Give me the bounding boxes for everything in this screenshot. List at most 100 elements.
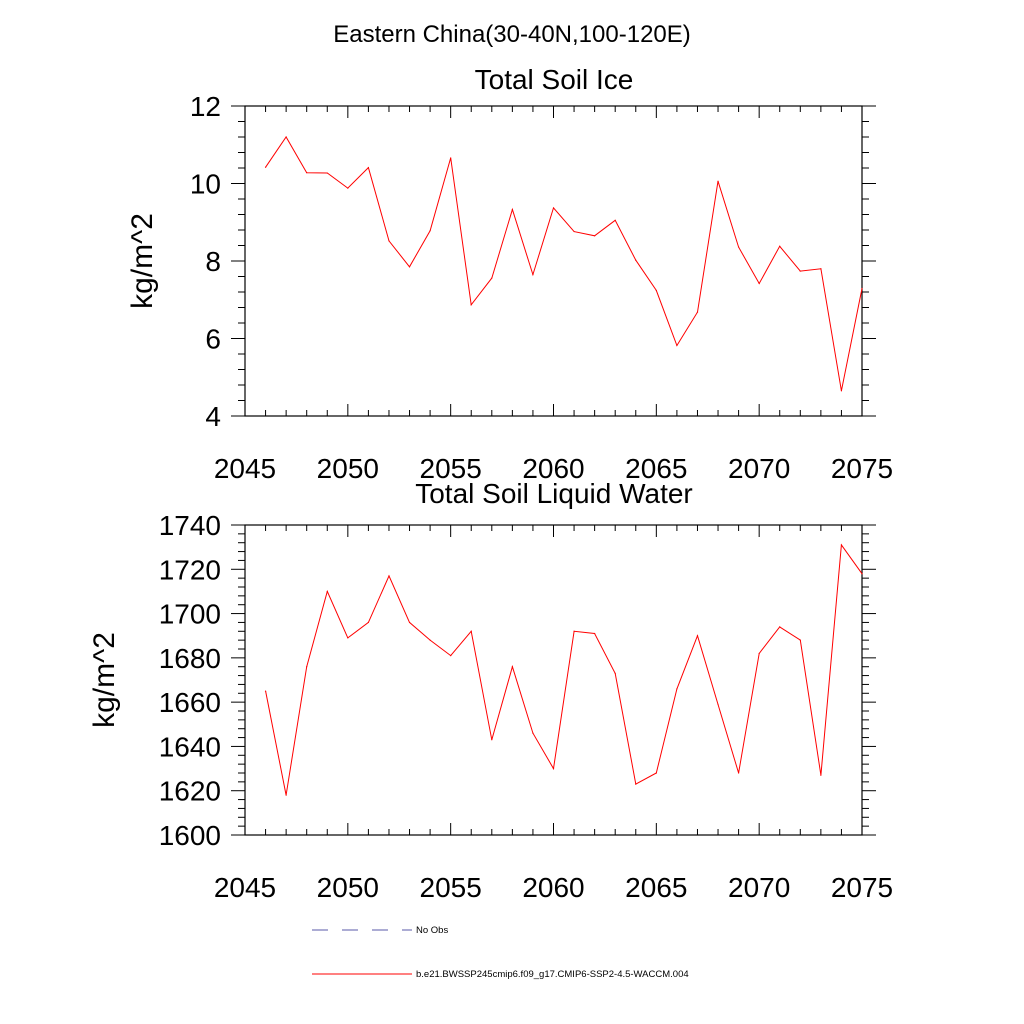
data-point	[799, 270, 801, 272]
data-point	[326, 590, 328, 593]
chart-title: Total Soil Liquid Water	[415, 478, 693, 509]
data-point	[347, 637, 349, 639]
y-tick-label: 1700	[159, 599, 221, 630]
data-point	[861, 287, 863, 290]
data-point	[738, 246, 740, 248]
data-point	[367, 621, 369, 624]
data-point	[635, 259, 637, 261]
panel-soil-liquid-water: Total Soil Liquid Water 2045 2050 2055 2060…	[88, 478, 893, 903]
data-point	[491, 739, 493, 741]
legend-label: b.e21.BWSSP245cmip6.f09_g17.CMIP6-SSP2-4…	[416, 969, 689, 980]
data-point	[820, 268, 822, 270]
x-tick-label: 2045	[214, 453, 276, 484]
x-tick-label: 2060	[522, 872, 584, 903]
y-tick-label: 1620	[159, 776, 221, 807]
plot-area: 2045 2050 2055 2060 2065 2070 2075 1600 1620 1640…	[159, 510, 893, 903]
data-point	[758, 282, 760, 285]
data-point	[696, 635, 699, 637]
x-tick-label: 2055	[420, 872, 482, 903]
data-point	[779, 626, 781, 628]
data-point	[470, 630, 472, 632]
axes-layer: 2045 2050 2055 2060 2065 2070 2075 4 6 8 10 12	[190, 91, 893, 484]
legend-item-model-run: b.e21.BWSSP245cmip6.f09_g17.CMIP6-SSP2-4…	[312, 969, 689, 980]
data-point	[614, 219, 616, 221]
y-axis-label: kg/m^2	[88, 632, 121, 728]
data-point	[573, 630, 575, 632]
data-point	[450, 655, 452, 657]
data-point	[820, 774, 822, 776]
data-point	[799, 639, 801, 641]
data-point	[408, 266, 411, 268]
data-point	[306, 172, 308, 174]
y-tick-label: 1720	[159, 554, 221, 585]
x-tick-label: 2070	[728, 872, 790, 903]
y-tick-label: 1640	[159, 731, 221, 762]
legend: No Obs b.e21.BWSSP245cmip6.f09_g17.CMIP6…	[312, 925, 689, 980]
series-layer	[264, 136, 863, 392]
y-tick-label: 1680	[159, 643, 221, 674]
page-title: Eastern China(30-40N,100-120E)	[333, 21, 691, 48]
data-point	[450, 157, 452, 159]
plot-area: 2045 2050 2055 2060 2065 2070 2075 4 6 8 10 12	[190, 91, 893, 484]
data-point	[511, 666, 513, 668]
data-point	[573, 230, 575, 233]
data-point	[738, 772, 740, 774]
data-point	[717, 180, 719, 182]
y-tick-label: 12	[190, 91, 221, 122]
data-point	[676, 344, 678, 347]
data-point	[758, 652, 760, 655]
data-point	[840, 390, 843, 392]
data-point	[614, 672, 616, 674]
chart-title: Total Soil Ice	[475, 64, 634, 95]
data-point	[326, 172, 328, 174]
y-tick-label: 4	[205, 401, 221, 432]
data-point	[635, 783, 637, 785]
data-point	[264, 166, 267, 168]
data-point	[655, 772, 657, 774]
series-line	[265, 543, 863, 796]
y-tick-label: 1600	[159, 820, 221, 851]
x-tick-label: 2065	[625, 453, 687, 484]
data-point	[429, 639, 431, 641]
data-point	[861, 573, 863, 575]
data-point	[552, 767, 555, 770]
data-point	[388, 240, 390, 242]
data-point	[306, 666, 308, 668]
data-point	[676, 688, 678, 690]
data-point	[840, 544, 843, 546]
y-tick-label: 8	[205, 246, 221, 277]
panel-soil-ice: Total Soil Ice 2045 2050 2055 2060 2065 2070 2…	[126, 64, 893, 484]
y-tick-label: 1660	[159, 687, 221, 718]
data-point	[511, 208, 513, 211]
data-point	[717, 703, 719, 705]
x-tick-label: 2050	[317, 453, 379, 484]
x-tick-label: 2045	[214, 872, 276, 903]
legend-item-no-obs: No Obs	[312, 925, 448, 936]
data-point	[429, 230, 431, 232]
data-point	[408, 621, 411, 624]
data-point	[594, 632, 596, 635]
data-point	[470, 304, 472, 306]
series-layer	[264, 543, 863, 796]
x-tick-label: 2075	[831, 872, 893, 903]
x-tick-label: 2050	[317, 872, 379, 903]
data-point	[532, 732, 534, 734]
x-tick-label: 2075	[831, 453, 893, 484]
data-point	[594, 235, 596, 237]
y-tick-label: 6	[205, 324, 221, 355]
data-point	[696, 311, 699, 313]
data-point	[655, 289, 657, 292]
data-point	[388, 575, 390, 577]
y-tick-label: 10	[190, 169, 221, 200]
data-point	[347, 187, 349, 189]
y-tick-label: 1740	[159, 510, 221, 541]
data-point	[552, 207, 555, 209]
x-tick-label: 2055	[420, 453, 482, 484]
data-point	[779, 245, 781, 247]
y-axis-label: kg/m^2	[126, 213, 159, 309]
legend-label: No Obs	[416, 925, 448, 936]
x-tick-label: 2070	[728, 453, 790, 484]
data-point	[367, 167, 369, 169]
